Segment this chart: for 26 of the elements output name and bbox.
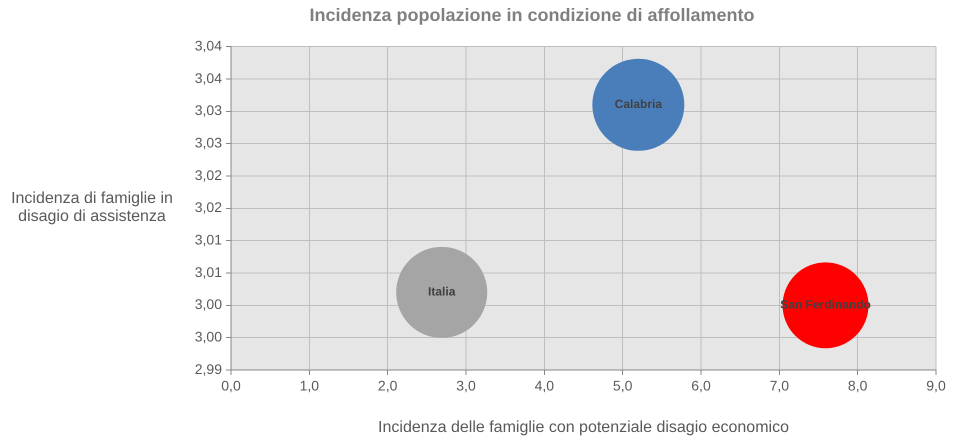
x-tick-label: 7,0: [770, 377, 790, 394]
x-tick-label: 0,0: [221, 377, 241, 394]
x-tick-label: 4,0: [534, 377, 554, 394]
x-tick-label: 9,0: [926, 377, 946, 394]
x-tick-label: 2,0: [378, 377, 398, 394]
series-label: Calabria: [614, 97, 662, 112]
y-tick-label: 3,00: [194, 296, 222, 312]
series-label: Italia: [428, 284, 456, 299]
x-tick-label: 8,0: [848, 377, 868, 394]
y-tick-label: 3,04: [194, 70, 222, 86]
y-tick-label: 3,02: [194, 199, 222, 216]
y-tick-label: 3,00: [194, 328, 222, 345]
x-tick-label: 5,0: [612, 377, 633, 394]
chart-title: Incidenza popolazione in condizione di affollamento: [309, 4, 755, 25]
y-tick-label: 2,99: [194, 360, 222, 377]
y-axis-title: Incidenza di famiglie in disagio di assistenza: [10, 190, 174, 226]
x-axis-title: Incidenza delle famiglie con potenziale disagio economico: [378, 418, 790, 436]
y-tick-label: 3,03: [194, 102, 222, 118]
x-tick-label: 3,0: [456, 377, 476, 394]
x-tick-label: 6,0: [691, 377, 711, 394]
y-tick-label: 3,02: [194, 166, 222, 183]
y-tick-label: 3,04: [194, 37, 222, 54]
y-tick-label: 3,03: [194, 134, 222, 150]
x-tick-label: 1,0: [300, 377, 320, 394]
y-tick-label: 3,01: [194, 232, 222, 248]
y-tick-label: 3,01: [194, 264, 222, 280]
